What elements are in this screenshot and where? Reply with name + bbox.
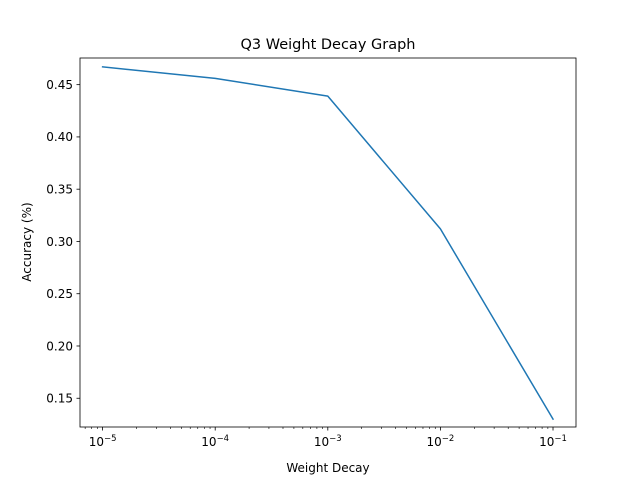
x-tick-label-exponent: −3 xyxy=(329,434,342,444)
y-tick-label: 0.20 xyxy=(46,339,73,353)
x-axis-ticks: 10−5 10−4 10−3 10−2 10−1 xyxy=(84,427,567,449)
series-line xyxy=(101,66,555,421)
chart-title: Q3 Weight Decay Graph xyxy=(241,37,416,53)
x-tick-label-exponent: −5 xyxy=(104,434,117,444)
y-axis-title: Accuracy (%) xyxy=(20,202,34,281)
series-group xyxy=(101,66,555,421)
x-tick-label: 10−1 xyxy=(539,434,567,449)
y-axis-ticks: 0.15 0.20 0.25 0.30 0.35 0.40 0.45 xyxy=(46,78,80,406)
x-tick-label: 10−4 xyxy=(201,434,229,449)
x-tick-label: 10−3 xyxy=(314,434,342,449)
x-tick-label-exponent: −1 xyxy=(554,434,567,444)
x-tick-label-exponent: −4 xyxy=(217,434,230,444)
y-tick-label: 0.35 xyxy=(46,182,73,196)
y-tick-label: 0.30 xyxy=(46,235,73,249)
y-tick-label: 0.25 xyxy=(46,287,73,301)
y-tick-label: 0.45 xyxy=(46,78,73,92)
x-tick-label-base: 10 xyxy=(539,435,554,449)
y-tick-label: 0.15 xyxy=(46,392,73,406)
x-tick-label: 10−5 xyxy=(89,434,117,449)
y-tick-label: 0.40 xyxy=(46,130,73,144)
x-tick-label: 10−2 xyxy=(427,434,455,449)
x-tick-label-base: 10 xyxy=(427,435,442,449)
x-tick-label-base: 10 xyxy=(201,435,216,449)
plot-frame xyxy=(79,57,577,428)
x-axis-title: Weight Decay xyxy=(286,461,369,475)
x-tick-label-exponent: −2 xyxy=(442,434,455,444)
x-tick-label-base: 10 xyxy=(314,435,329,449)
x-tick-label-base: 10 xyxy=(89,435,104,449)
